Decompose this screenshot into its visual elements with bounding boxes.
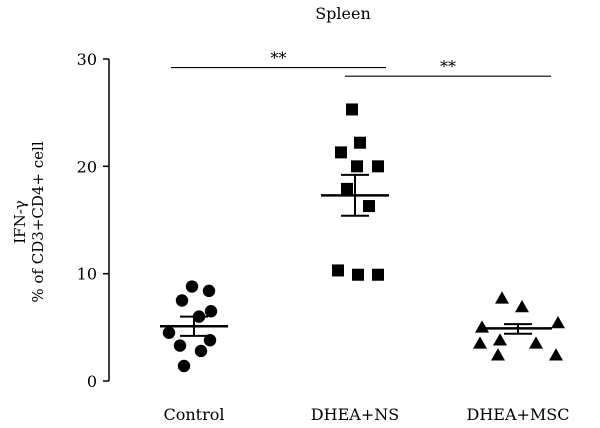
x-category-label: Control [163, 405, 224, 424]
data-points [162, 103, 565, 373]
data-point-triangle [475, 320, 489, 333]
data-point-circle [185, 280, 199, 293]
data-point-triangle [493, 333, 507, 346]
data-point-triangle [495, 291, 509, 304]
data-point-square [363, 200, 375, 213]
data-point-square [332, 264, 344, 277]
data-point-square [335, 146, 347, 159]
data-point-circle [202, 284, 216, 298]
data-point-square [372, 160, 384, 173]
data-point-triangle [529, 336, 543, 349]
data-point-triangle [549, 348, 563, 361]
data-point-circle [204, 305, 218, 318]
data-point-circle [194, 344, 208, 358]
data-point-square [346, 103, 358, 116]
mean-sem-bars [160, 173, 552, 337]
significance-label: ** [440, 57, 456, 76]
x-category-label: DHEA+NS [311, 405, 399, 424]
data-point-triangle [473, 336, 487, 349]
y-tick-label: 0 [87, 372, 97, 391]
data-point-square [341, 182, 353, 195]
y-axis-ticks: 0 10 20 30 [77, 50, 109, 391]
significance-bars: ** ** [171, 49, 551, 77]
y-axis-label-line1: IFN-γ [11, 200, 29, 244]
data-point-square [354, 136, 366, 149]
data-point-circle [173, 339, 187, 352]
x-category-label: DHEA+MSC [466, 405, 569, 424]
data-point-square [351, 160, 363, 173]
data-point-circle [175, 294, 189, 307]
y-axis-label-line2: % of CD3+CD4+ cell [29, 141, 47, 302]
data-point-circle [162, 326, 176, 339]
data-point-square [372, 268, 384, 281]
data-point-circle [203, 334, 217, 347]
data-point-square [352, 268, 364, 281]
y-axis-label: IFN-γ % of CD3+CD4+ cell [11, 141, 47, 302]
data-point-circle [177, 359, 191, 373]
y-tick-label: 30 [77, 50, 97, 69]
data-point-triangle [515, 299, 529, 313]
x-axis-categories: Control DHEA+NS DHEA+MSC [163, 405, 569, 424]
y-tick-label: 10 [77, 265, 97, 284]
data-point-triangle [551, 316, 565, 329]
significance-label: ** [271, 49, 287, 68]
y-tick-label: 20 [77, 157, 97, 176]
chart-title: Spleen [315, 4, 371, 23]
data-point-triangle [491, 348, 505, 361]
